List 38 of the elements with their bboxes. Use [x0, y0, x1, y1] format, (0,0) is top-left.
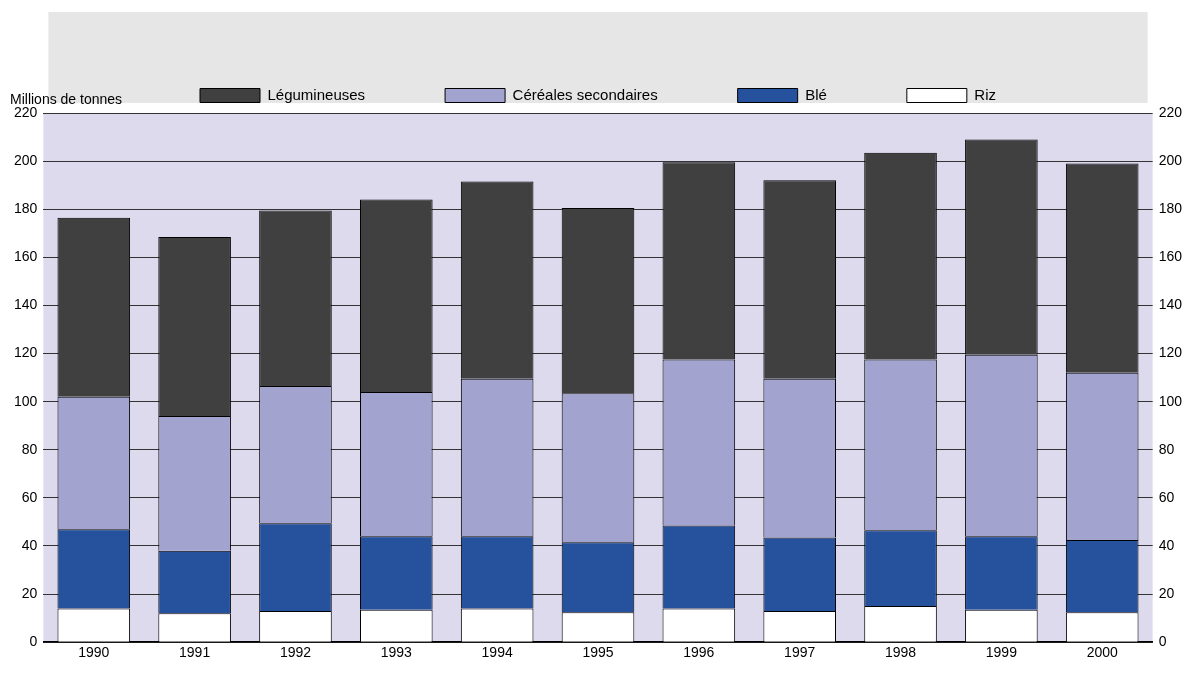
x-tick-label: 1993: [380, 644, 413, 661]
x-tick-label: 2000: [1086, 644, 1118, 661]
x-tick-label: 1994: [481, 644, 513, 661]
y-tick-label: 120: [14, 344, 38, 361]
y2-tick-label: 180: [1158, 200, 1183, 217]
y2-tick-label: 160: [1158, 248, 1183, 265]
y-tick-label: 180: [14, 200, 38, 217]
legend-label: Blé: [805, 85, 827, 103]
y2-tick-label: 40: [1158, 536, 1175, 553]
y2-tick-label: 100: [1158, 392, 1183, 409]
y-tick-label: 200: [14, 151, 38, 168]
x-tick-label: 1997: [784, 644, 816, 661]
x-tick-label: 1995: [582, 644, 614, 661]
y2-tick-label: 0: [1158, 633, 1167, 650]
x-tick-label: 1992: [279, 644, 312, 661]
x-tick-label: 1998: [884, 644, 917, 661]
legend-label: Riz: [974, 85, 996, 103]
y-tick-label: 140: [14, 296, 38, 313]
y2-tick-label: 60: [1158, 488, 1175, 505]
y2-tick-label: 200: [1158, 151, 1183, 168]
y2-tick-label: 220: [1158, 103, 1183, 120]
y-tick-label: 80: [21, 440, 38, 457]
y-tick-label: 100: [14, 392, 38, 409]
x-tick-label: 1996: [683, 644, 715, 661]
x-tick-label: 1991: [179, 644, 211, 661]
y2-tick-label: 120: [1158, 344, 1183, 361]
x-tick-label: 1990: [78, 644, 110, 661]
x-tick-label: 1999: [985, 644, 1018, 661]
y-tick-label: 20: [21, 584, 38, 601]
legend-label: Céréales secondaires: [512, 85, 658, 103]
y2-tick-label: 80: [1158, 440, 1175, 457]
y2-tick-label: 140: [1158, 296, 1183, 313]
y-tick-label: 0: [29, 633, 38, 650]
y2-tick-label: 20: [1158, 584, 1175, 601]
legend-label: Légumineuses: [267, 85, 366, 103]
y-tick-label: 60: [21, 488, 38, 505]
y-tick-label: 40: [21, 536, 38, 553]
y-tick-label: 160: [14, 248, 38, 265]
